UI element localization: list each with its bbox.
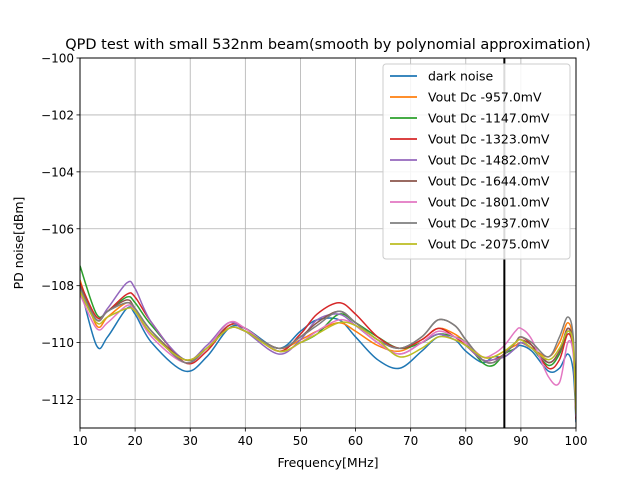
plot-frame: [79, 57, 577, 429]
series-line-7: [80, 288, 576, 414]
legend-entry: Vout Dc -1482.0mV: [428, 153, 550, 168]
x-tick-label: 10: [72, 434, 87, 448]
x-axis-label: Frequency[MHz]: [277, 455, 378, 470]
y-tick-label: −108: [41, 279, 74, 293]
legend-entry: Vout Dc -1323.0mV: [428, 132, 550, 147]
legend-entry: Vout Dc -1937.0mV: [428, 216, 550, 231]
legend-entry: dark noise: [428, 69, 494, 84]
y-axis-label: PD noise[dBm]: [11, 197, 26, 290]
legend-entry: Vout Dc -1644.0mV: [428, 174, 550, 189]
legend-entry: Vout Dc -2075.0mV: [428, 237, 550, 252]
legend-box: [382, 63, 571, 260]
x-tick-label: 30: [183, 434, 198, 448]
x-tick-label: 60: [348, 434, 363, 448]
y-tick-label: −112: [41, 393, 74, 407]
series-layer: [80, 265, 576, 423]
y-tick-label: −106: [41, 222, 74, 236]
chart-title: QPD test with small 532nm beam(smooth by…: [65, 37, 591, 53]
y-axis-ticks: −112 −110 −108 −106 −104 −102 −100: [41, 52, 80, 407]
y-tick-label: −104: [41, 165, 74, 179]
x-tick-label: 70: [403, 434, 418, 448]
legend-entry: Vout Dc -957.0mV: [428, 90, 542, 105]
y-tick-label: −110: [41, 336, 74, 350]
y-tick-label: −100: [41, 52, 74, 66]
y-tick-label: −102: [41, 108, 74, 122]
legend-entry: Vout Dc -1801.0mV: [428, 195, 550, 210]
x-tick-label: 50: [293, 434, 308, 448]
x-tick-label: 80: [458, 434, 473, 448]
x-axis-ticks: 10 20 30 40 50 60 70 80 90 100: [72, 428, 587, 448]
series-line-8: [80, 291, 576, 414]
legend-entry: Vout Dc -1147.0mV: [428, 111, 550, 126]
series-line-0: [80, 285, 576, 423]
x-tick-label: 90: [513, 434, 528, 448]
x-tick-label: 20: [127, 434, 142, 448]
x-tick-label: 40: [238, 434, 253, 448]
x-tick-label: 100: [565, 434, 588, 448]
legend: dark noise Vout Dc -957.0mV Vout Dc -1147.…: [382, 63, 571, 260]
